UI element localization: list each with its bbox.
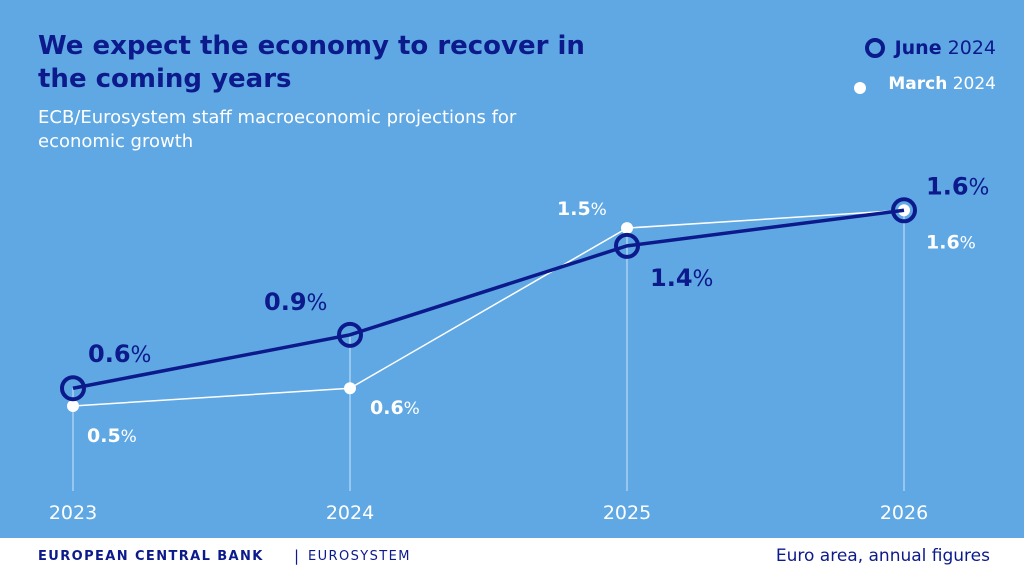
- data-label-june: 1.4%: [650, 264, 713, 292]
- data-point-march: [621, 222, 633, 235]
- series-line-march: [72, 209, 905, 407]
- x-tick-label: 2024: [326, 502, 374, 524]
- legend-march-year: 2024: [952, 74, 996, 94]
- data-label-value: 1.4: [650, 264, 693, 292]
- footer-eurosystem: EUROSYSTEM: [308, 549, 411, 564]
- x-tick-label: 2025: [603, 502, 651, 524]
- legend-label-march: March 2024: [888, 74, 996, 94]
- data-point-june: [891, 197, 917, 224]
- legend-june-name: June: [894, 37, 942, 59]
- data-label-value: 0.5: [87, 425, 121, 447]
- data-point-june: [614, 232, 640, 259]
- data-label-unit: %: [307, 291, 328, 316]
- data-label-value: 1.5: [557, 198, 591, 220]
- data-label-june: 0.6%: [88, 340, 151, 368]
- data-label-unit: %: [591, 200, 607, 220]
- footer-org-name: EUROPEAN CENTRAL BANK: [38, 549, 264, 564]
- legend-item-june: June 2024: [854, 34, 996, 62]
- data-label-march: 1.5%: [557, 198, 607, 220]
- x-tick-label: 2026: [880, 502, 928, 524]
- data-label-value: 0.6: [370, 397, 404, 419]
- data-label-value: 1.6: [926, 172, 969, 200]
- chart-subtitle: ECB/Eurosystem staff macroeconomic proje…: [38, 107, 517, 152]
- data-point-march: [344, 382, 356, 395]
- data-point-march: [67, 400, 79, 413]
- data-label-unit: %: [969, 175, 990, 200]
- data-label-june: 0.9%: [264, 288, 327, 316]
- data-label-value: 1.6: [926, 231, 960, 253]
- data-label-march: 1.6%: [926, 231, 976, 253]
- chart-title: We expect the economy to recover in the …: [38, 31, 585, 94]
- dot-marker-icon: [854, 82, 867, 94]
- series-line-june: [72, 208, 905, 390]
- legend-march-name: March: [888, 74, 948, 94]
- data-label-unit: %: [121, 427, 137, 447]
- data-label-value: 0.9: [264, 288, 307, 316]
- footer: EUROPEAN CENTRAL BANK | EUROSYSTEM Euro …: [0, 538, 1024, 576]
- data-point-june: [337, 321, 363, 348]
- x-tick-label: 2023: [49, 502, 97, 524]
- data-label-unit: %: [404, 399, 420, 419]
- data-label-unit: %: [693, 267, 714, 292]
- legend-label-june: June 2024: [895, 37, 996, 59]
- legend-item-march: March 2024: [854, 70, 996, 98]
- data-label-unit: %: [131, 343, 152, 368]
- footer-note: Euro area, annual figures: [775, 546, 990, 566]
- data-label-june: 1.6%: [926, 172, 989, 200]
- data-label-unit: %: [960, 233, 976, 253]
- legend-june-year: 2024: [947, 37, 996, 59]
- data-label-march: 0.5%: [87, 425, 137, 447]
- circle-marker-icon: [864, 38, 885, 58]
- data-point-june: [60, 375, 86, 402]
- data-label-value: 0.6: [88, 340, 131, 368]
- data-label-march: 0.6%: [370, 397, 420, 419]
- legend: June 2024 March 2024: [854, 34, 996, 106]
- footer-separator: |: [294, 547, 300, 565]
